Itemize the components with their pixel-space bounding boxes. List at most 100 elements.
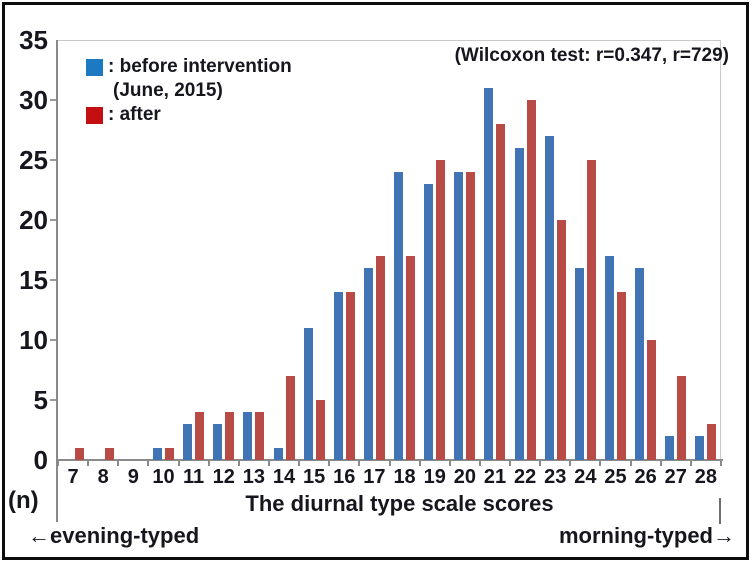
x-axis-tick bbox=[720, 460, 722, 466]
bar-after-22 bbox=[526, 100, 536, 460]
bar-after-12 bbox=[225, 412, 235, 460]
x-tick-label: 27 bbox=[664, 466, 687, 488]
x-axis-tick bbox=[57, 460, 59, 466]
x-axis-tick bbox=[328, 460, 331, 466]
bar-before-23 bbox=[544, 136, 554, 460]
x-tick-label: 11 bbox=[183, 466, 205, 488]
x-tick-label: 9 bbox=[127, 466, 139, 488]
x-tick-label: 15 bbox=[303, 466, 326, 488]
y-axis-unit-label: (n) bbox=[8, 487, 39, 514]
bar-after-21 bbox=[496, 124, 506, 460]
x-axis-tick bbox=[237, 460, 240, 466]
legend-swatch-after bbox=[86, 106, 103, 124]
x-axis-tick bbox=[418, 460, 421, 466]
x-tick-label: 14 bbox=[272, 466, 296, 488]
y-axis-tick bbox=[50, 339, 56, 341]
bar-after-8 bbox=[104, 448, 114, 460]
x-axis-tick bbox=[569, 460, 572, 466]
bar-after-17 bbox=[375, 256, 385, 460]
y-tick-label: 0 bbox=[33, 445, 48, 475]
bar-after-16 bbox=[345, 292, 355, 460]
x-axis-tick bbox=[689, 460, 692, 466]
bar-before-18 bbox=[394, 172, 404, 460]
x-axis-tick bbox=[478, 460, 481, 466]
x-tick-label: 10 bbox=[152, 466, 175, 488]
bar-before-14 bbox=[273, 448, 283, 460]
x-axis-tick bbox=[298, 460, 301, 466]
y-tick-label: 20 bbox=[19, 205, 48, 235]
bar-after-19 bbox=[436, 160, 446, 460]
bar-before-25 bbox=[605, 256, 615, 460]
bar-before-15 bbox=[303, 328, 313, 460]
bar-before-12 bbox=[213, 424, 223, 460]
x-axis-tick bbox=[117, 460, 120, 466]
bar-after-25 bbox=[617, 292, 627, 460]
bar-before-24 bbox=[574, 268, 584, 460]
y-axis-tick bbox=[50, 279, 56, 281]
y-axis-tick bbox=[50, 399, 56, 401]
bar-before-21 bbox=[484, 88, 494, 460]
y-tick-label: 30 bbox=[19, 85, 48, 115]
x-tick-label: 17 bbox=[363, 466, 386, 488]
legend-entry-after: : after bbox=[86, 103, 292, 127]
bar-after-11 bbox=[195, 412, 205, 460]
bar-before-27 bbox=[665, 436, 675, 460]
y-tick-label: 25 bbox=[19, 145, 48, 175]
bar-after-10 bbox=[164, 448, 174, 460]
y-axis-tick bbox=[50, 159, 56, 161]
y-axis-tick bbox=[50, 99, 56, 101]
legend-entry-before: : before intervention bbox=[86, 55, 292, 79]
y-axis-tick bbox=[50, 219, 56, 221]
legend-entry-before-line2: (June, 2015) bbox=[113, 79, 292, 103]
plot-border-right bbox=[720, 40, 721, 460]
x-tick-label: 26 bbox=[634, 466, 657, 488]
y-tick-label: 5 bbox=[33, 385, 48, 415]
bar-after-18 bbox=[406, 256, 416, 460]
x-tick-label: 21 bbox=[483, 466, 507, 488]
legend: : before intervention (June, 2015) : aft… bbox=[86, 55, 292, 127]
x-axis-tick bbox=[659, 460, 662, 466]
x-tick-label: 13 bbox=[242, 466, 265, 488]
bar-after-27 bbox=[677, 376, 687, 460]
bar-after-26 bbox=[647, 340, 657, 460]
x-axis-tick bbox=[629, 460, 632, 466]
bar-before-10 bbox=[152, 448, 162, 460]
bar-before-11 bbox=[183, 424, 193, 460]
x-axis-tick bbox=[448, 460, 451, 466]
y-tick-label: 10 bbox=[19, 325, 48, 355]
x-tick-label: 18 bbox=[393, 466, 416, 488]
x-axis-tick bbox=[388, 460, 391, 466]
x-axis-tick bbox=[509, 460, 512, 466]
x-axis-tick bbox=[539, 460, 542, 466]
x-tick-label: 12 bbox=[212, 466, 235, 488]
x-tick-label: 20 bbox=[453, 466, 476, 488]
x-tick-label: 19 bbox=[423, 466, 446, 488]
bar-after-20 bbox=[466, 172, 476, 460]
bar-after-13 bbox=[255, 412, 265, 460]
y-axis-line bbox=[56, 40, 58, 522]
y-tick-label: 35 bbox=[19, 25, 48, 55]
morning-typed-label: morning-typed→ bbox=[559, 523, 735, 548]
x-tick-label: 22 bbox=[513, 466, 537, 488]
y-tick-label: 15 bbox=[19, 265, 48, 295]
x-axis-tick bbox=[177, 460, 180, 466]
x-tick-label: 23 bbox=[544, 466, 567, 488]
bar-after-7 bbox=[74, 448, 84, 460]
x-axis-tick bbox=[267, 460, 270, 466]
bar-after-14 bbox=[285, 376, 295, 460]
x-axis-tick bbox=[207, 460, 210, 466]
bar-before-26 bbox=[635, 268, 645, 460]
bar-after-23 bbox=[556, 220, 566, 460]
legend-label-after: : after bbox=[108, 104, 161, 125]
bar-before-16 bbox=[333, 292, 343, 460]
bar-before-19 bbox=[424, 184, 434, 460]
bar-before-20 bbox=[454, 172, 464, 460]
bar-before-17 bbox=[363, 268, 373, 460]
x-tick-label: 25 bbox=[604, 466, 627, 488]
x-axis-tick bbox=[358, 460, 361, 466]
bar-before-13 bbox=[243, 412, 253, 460]
plot-border-top bbox=[58, 40, 721, 41]
evening-typed-label: ←evening-typed bbox=[28, 523, 200, 548]
bar-after-15 bbox=[315, 400, 325, 460]
